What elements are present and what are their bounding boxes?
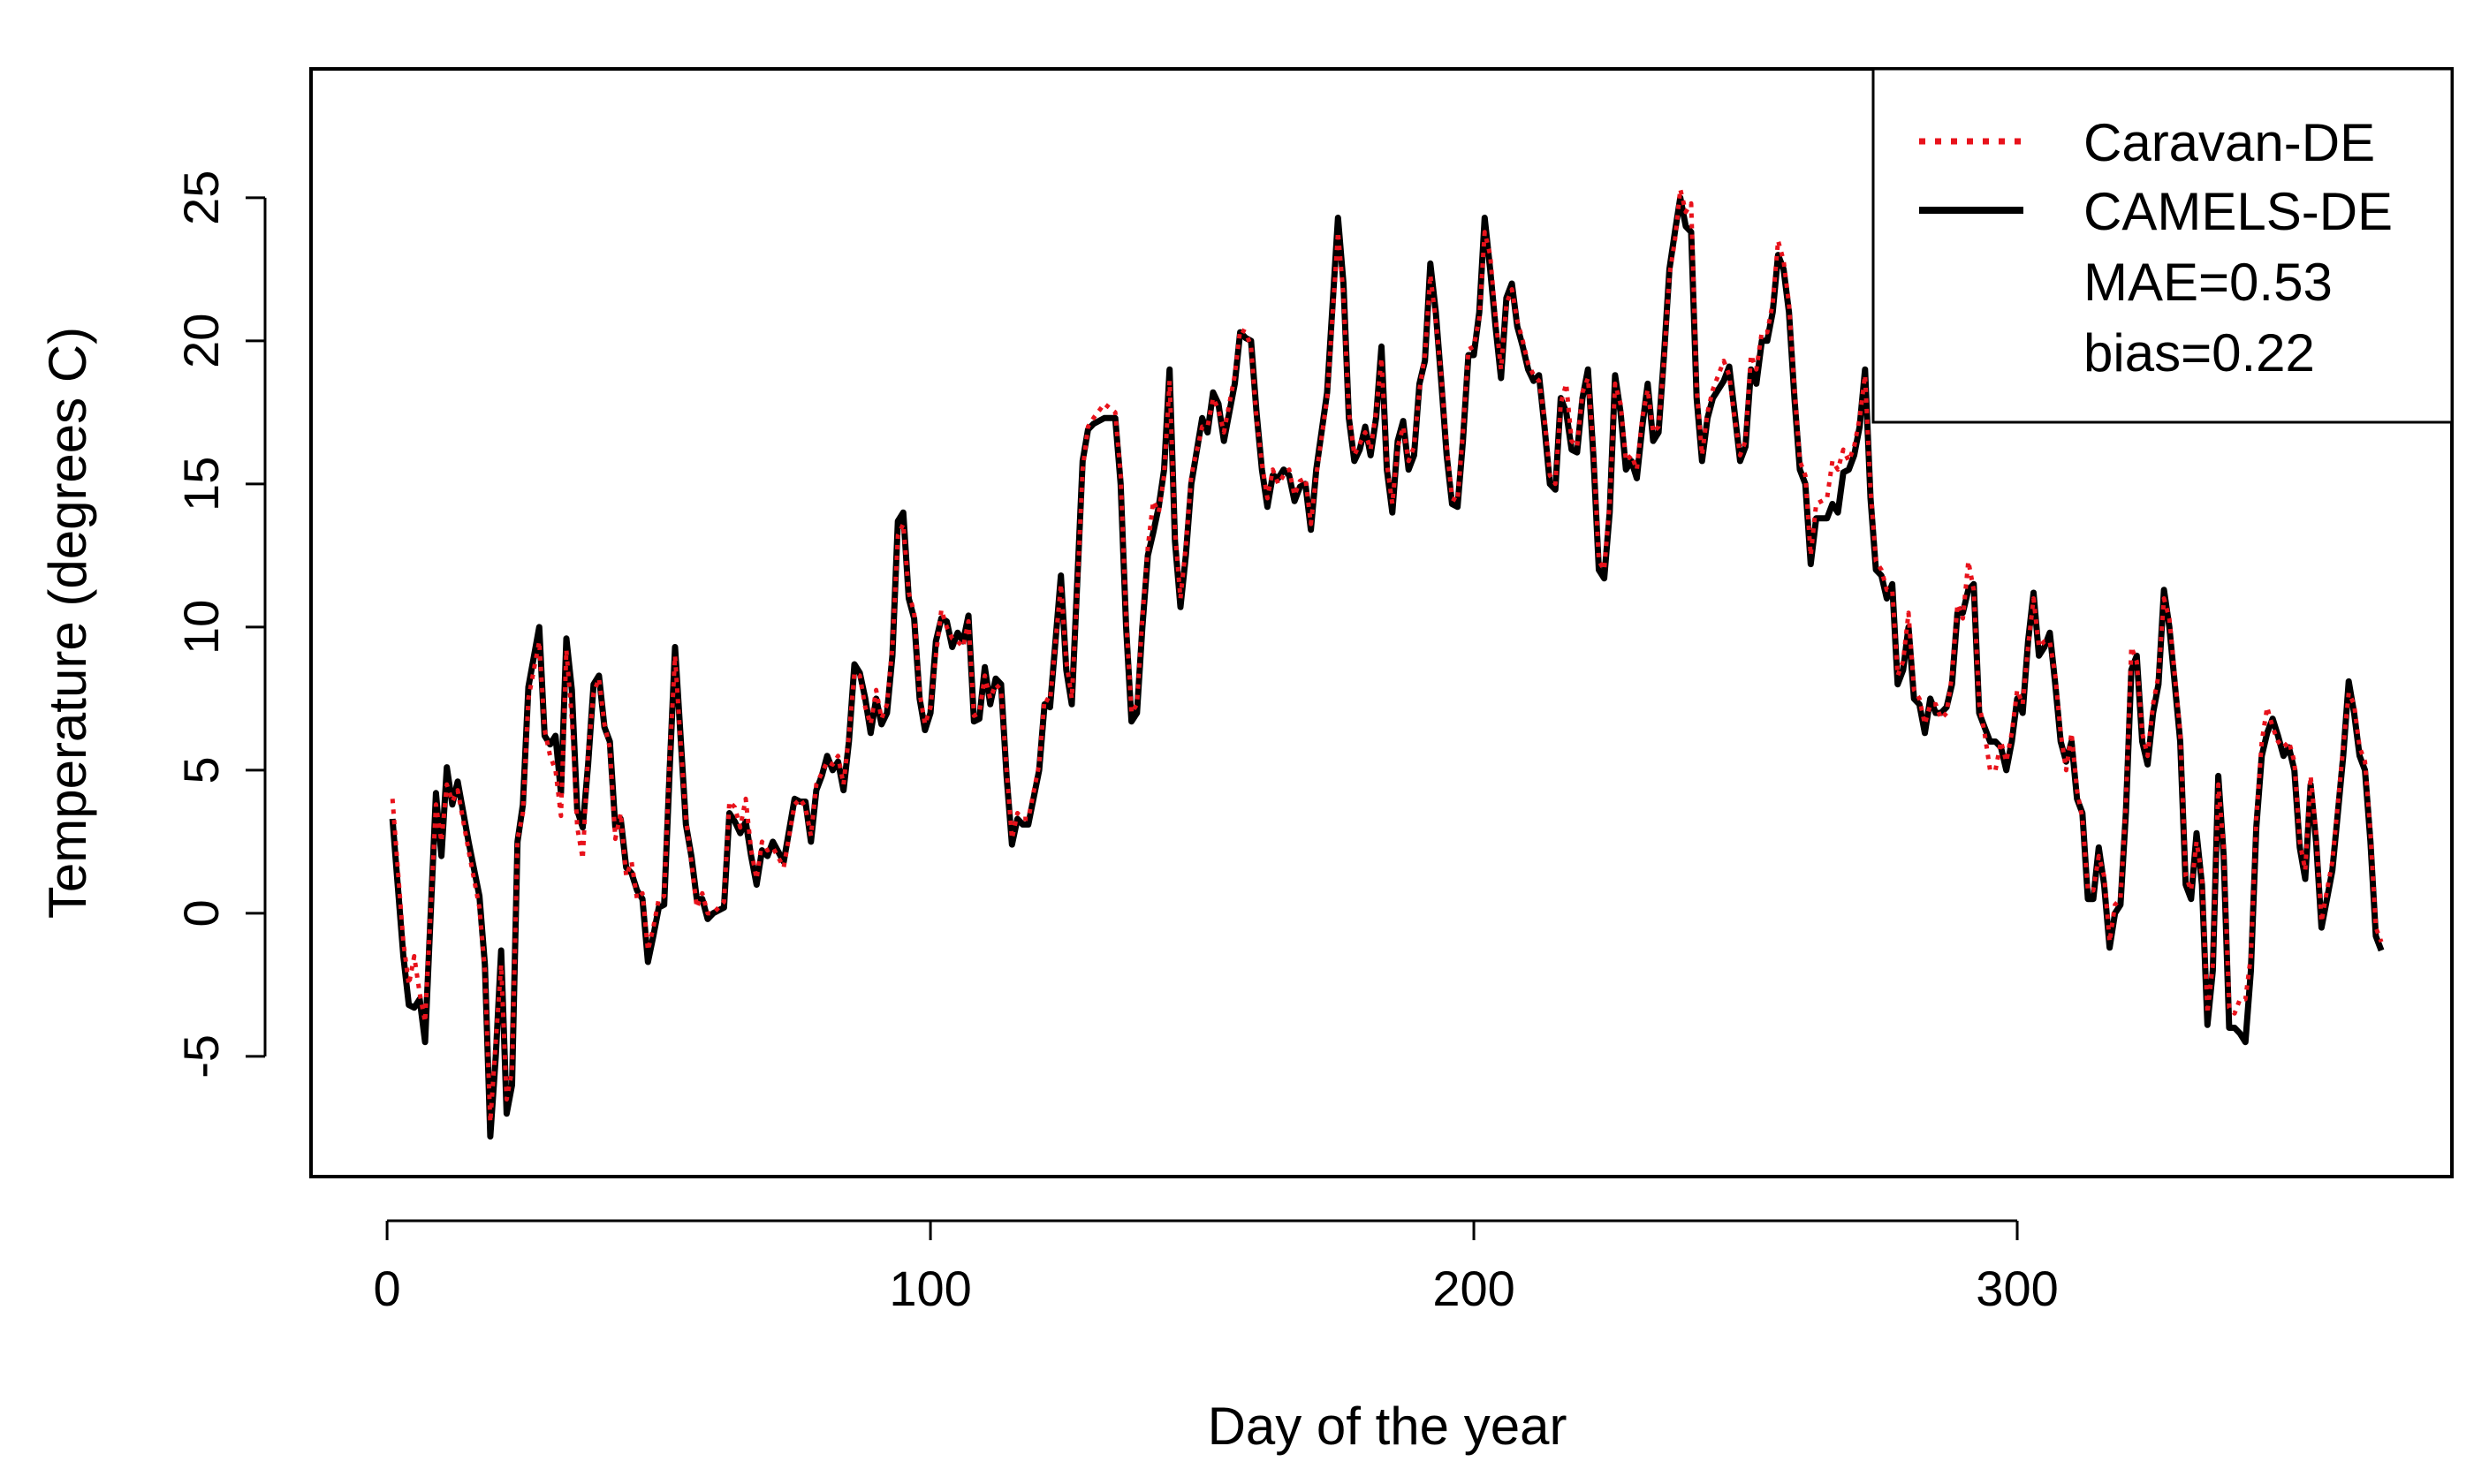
y-tick-label: 20 — [173, 314, 229, 368]
x-axis: 0 100 200 300 — [374, 1219, 2059, 1316]
plot-frame — [309, 67, 2454, 1178]
x-tick-label: 200 — [1432, 1261, 1514, 1316]
legend-stat-bias: bias=0.22 — [2083, 323, 2315, 382]
x-tick-label: 100 — [889, 1261, 971, 1316]
x-axis-label: Day of the year — [1208, 1397, 1567, 1456]
legend-label-camels: CAMELS-DE — [2083, 182, 2393, 241]
y-tick-label: 10 — [173, 600, 229, 655]
y-tick-label: 5 — [173, 756, 229, 784]
legend-stat-mae: MAE=0.53 — [2083, 253, 2333, 312]
y-tick-label: 25 — [173, 170, 229, 225]
y-axis: -5 0 5 10 15 20 25 — [173, 170, 267, 1079]
legend-label-caravan: Caravan-DE — [2083, 113, 2375, 172]
series-line-caravan — [390, 186, 2384, 1124]
legend-box — [1871, 67, 2454, 424]
legend: Caravan-DE CAMELS-DE MAE=0.53 bias=0.22 — [1871, 67, 2454, 424]
y-axis-label: Temperature (degrees C) — [38, 327, 97, 919]
y-tick-label: 0 — [173, 899, 229, 927]
series-layer — [389, 186, 2385, 1140]
y-tick-label: 15 — [173, 457, 229, 511]
x-tick-label: 0 — [374, 1261, 401, 1316]
x-tick-label: 300 — [1976, 1261, 2058, 1316]
y-tick-label: -5 — [173, 1034, 229, 1079]
